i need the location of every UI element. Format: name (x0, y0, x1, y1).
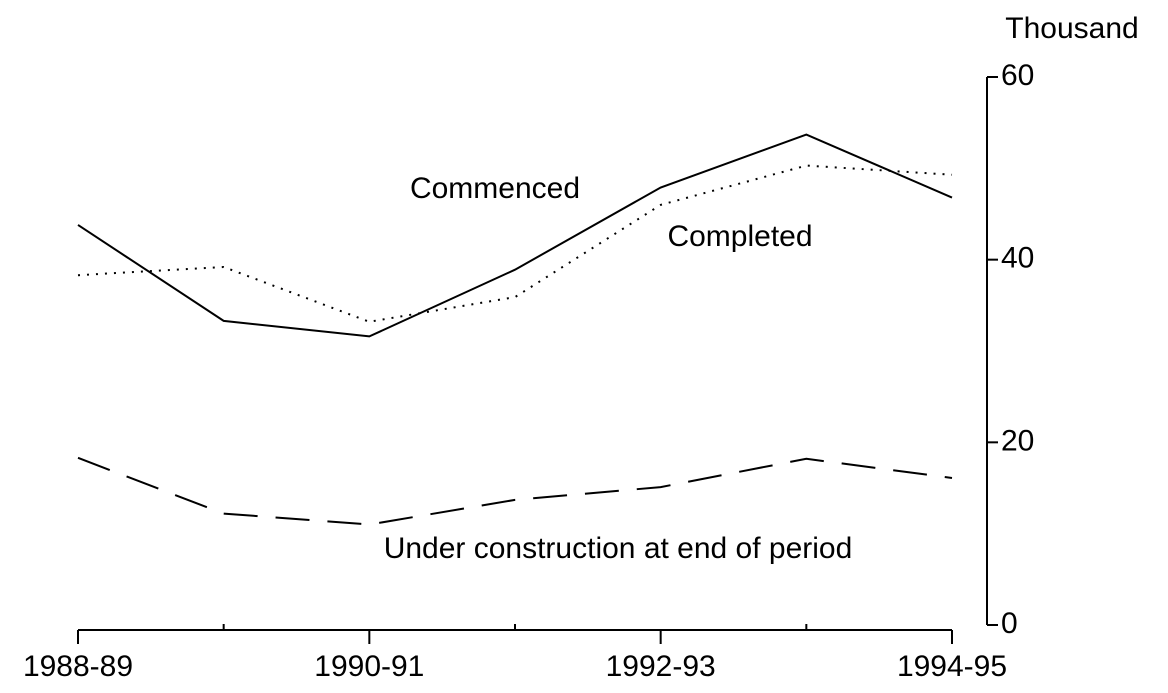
series-label: Completed (667, 220, 812, 253)
y-axis-label: Thousand (1005, 12, 1138, 45)
x-tick-label: 1988-89 (23, 650, 133, 683)
y-tick-label: 0 (1001, 607, 1018, 640)
x-tick-label: 1990-91 (314, 650, 424, 683)
series-label: Under construction at end of period (384, 532, 853, 565)
series-line (77, 164, 953, 323)
y-tick-label: 60 (1001, 59, 1034, 92)
y-tick-label: 20 (1001, 424, 1034, 457)
series-line (77, 456, 953, 526)
y-tick-label: 40 (1001, 242, 1034, 275)
series-line (77, 133, 953, 338)
series-label: Commenced (410, 172, 580, 205)
x-tick-label: 1992-93 (606, 650, 716, 683)
x-tick-label: 1994-95 (897, 650, 1007, 683)
